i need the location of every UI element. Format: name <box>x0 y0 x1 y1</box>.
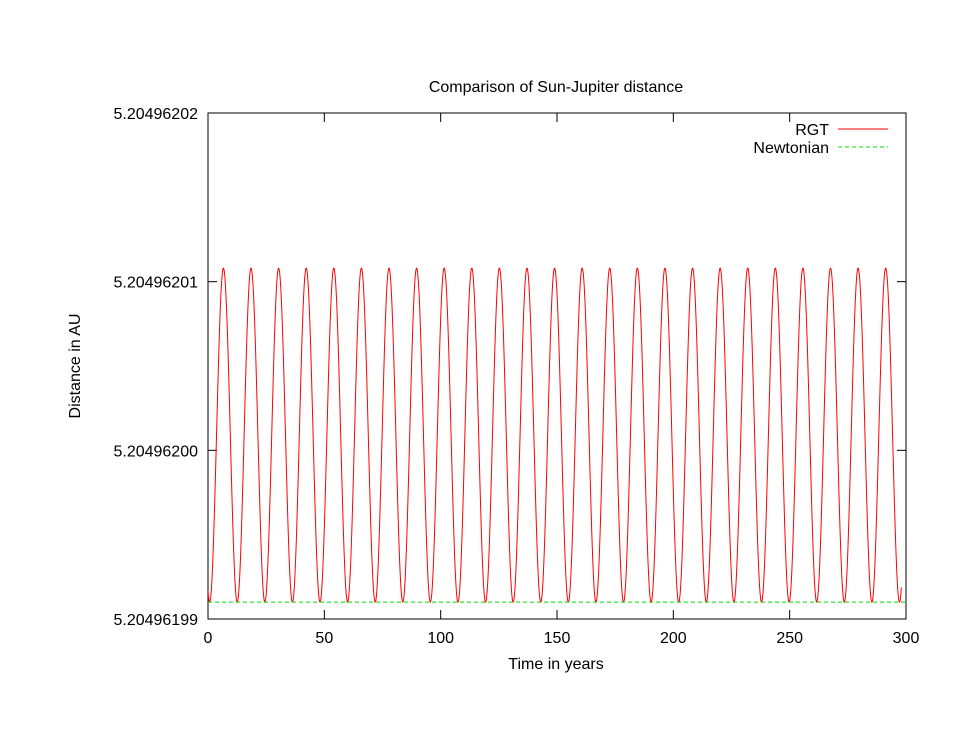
x-tick-label: 50 <box>315 630 333 647</box>
x-tick-label: 200 <box>660 630 687 647</box>
y-tick-label: 5.20496200 <box>113 443 198 460</box>
x-tick-label: 300 <box>893 630 920 647</box>
series-line-rgt <box>208 267 902 603</box>
legend-label-newtonian: Newtonian <box>753 140 829 157</box>
y-axis-label: Distance in AU <box>67 314 84 419</box>
x-axis-label: Time in years <box>508 656 603 673</box>
plot-area: 0 50 100 150 200 250 300 5.20496199 5.20496200 5.… <box>113 106 919 647</box>
chart-title: Comparison of Sun-Jupiter distance <box>429 79 683 96</box>
plot-frame <box>207 112 907 620</box>
y-tick-label: 5.20496202 <box>113 106 198 123</box>
x-tick-label: 100 <box>427 630 454 647</box>
x-tick-label: 250 <box>776 630 803 647</box>
y-tick-label: 5.20496199 <box>113 612 198 629</box>
y-tick-label: 5.20496201 <box>113 275 198 292</box>
x-tick-label: 150 <box>544 630 571 647</box>
legend-label-rgt: RGT <box>795 122 829 139</box>
x-tick-label: 0 <box>204 630 213 647</box>
